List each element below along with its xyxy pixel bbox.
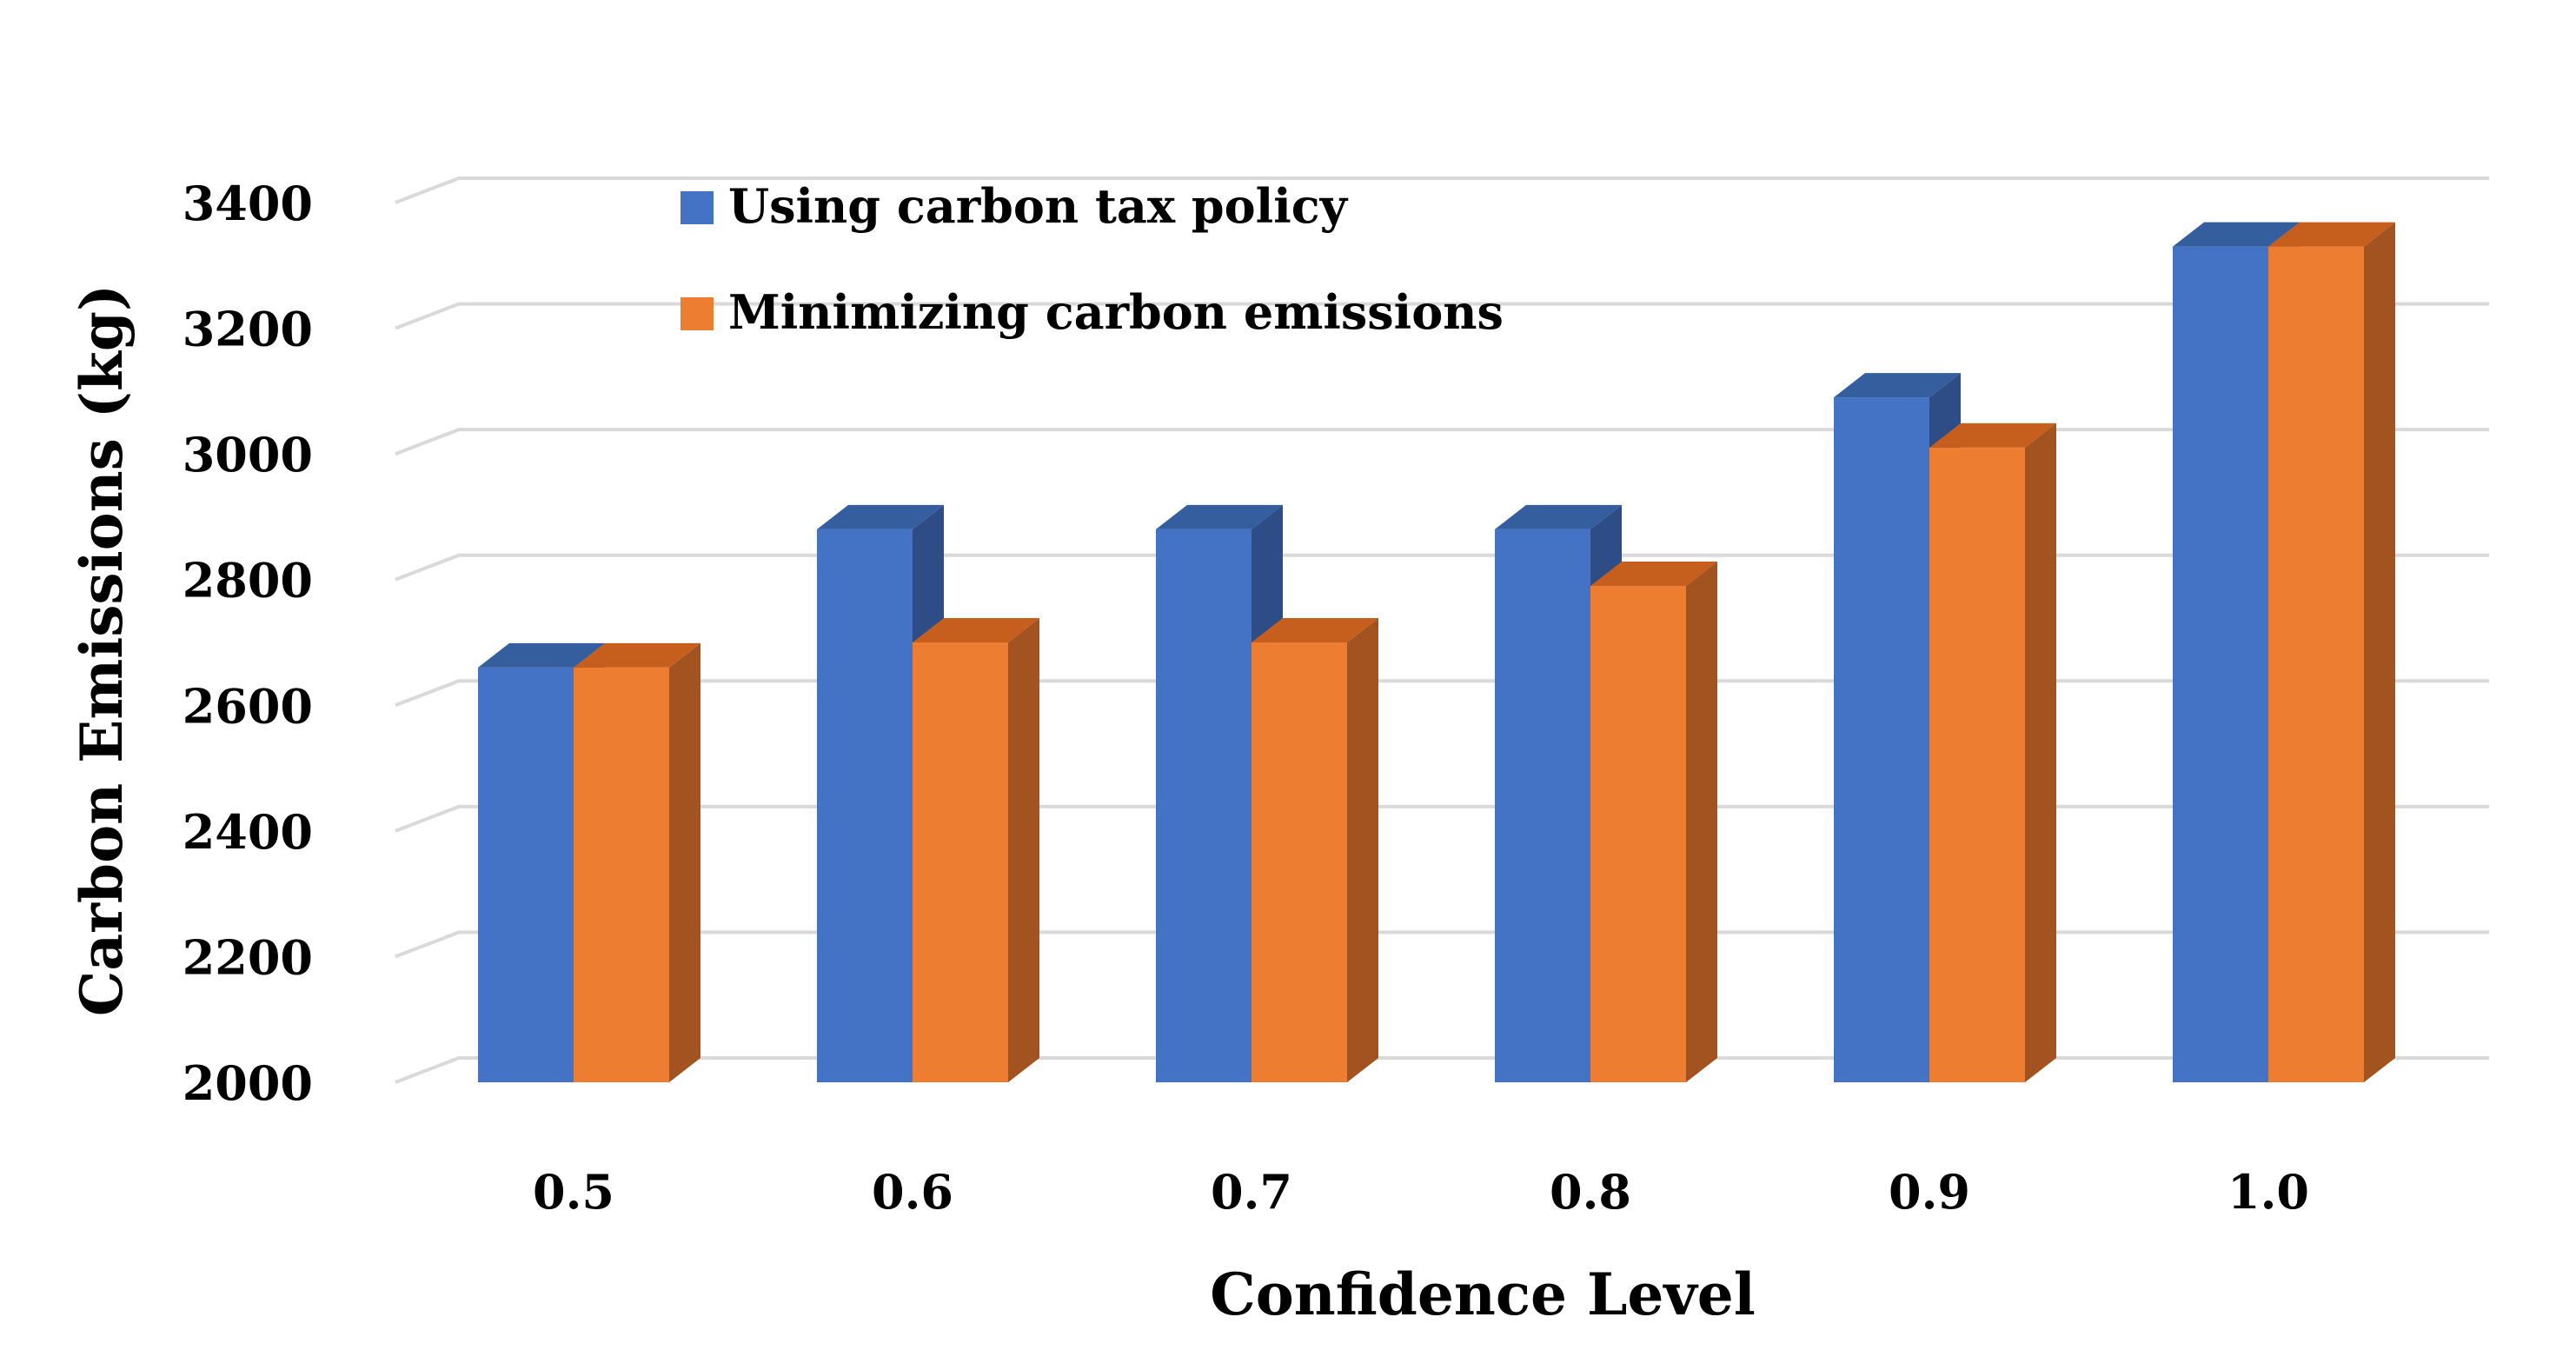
x-axis-title: Confidence Level [1210,1261,1756,1328]
x-axis-ticks: 0.5 0.6 0.7 0.8 0.9 1.0 [533,1164,2309,1220]
y-tick-label: 2600 [183,678,313,734]
bar-side [1008,618,1039,1082]
bar-side [1686,562,1717,1082]
y-tick-label: 2200 [183,929,313,985]
bar-front [478,668,574,1082]
legend-item-1: Minimizing carbon emissions [681,284,1504,340]
y-tick-label: 3000 [183,427,313,482]
y-tick-label: 3200 [183,302,313,357]
y-tick-label: 3400 [183,176,313,231]
x-tick-label: 0.7 [1211,1164,1292,1220]
bar-front [1590,586,1686,1082]
bar-side [2364,223,2395,1082]
bar-5-1 [2268,223,2395,1082]
bar-side [2025,423,2056,1082]
bar-front [817,529,913,1082]
bar-front [1929,448,2025,1082]
x-tick-label: 0.8 [1550,1164,1631,1220]
bar-1-1 [913,618,1039,1082]
bar-4-1 [1929,423,2056,1082]
bars [478,223,2395,1082]
y-tick-label: 2800 [183,553,313,609]
bar-front [2173,247,2268,1082]
x-tick-label: 1.0 [2227,1164,2309,1220]
bar-front [1156,529,1251,1082]
y-tick-label: 2400 [183,804,313,860]
bar-front [1495,529,1590,1082]
y-axis-title: Carbon Emissions (kg) [68,284,136,1016]
bar-chart-svg: 20002200240026002800300032003400 0.5 0.6 0… [0,0,2576,1354]
bar-front [2268,247,2364,1082]
bar-front [1834,397,1929,1082]
bar-front [574,668,669,1082]
y-axis-ticks: 2000 2200 2400 2600 2800 3000 3200 3400 [183,176,313,1111]
bar-side [1347,618,1378,1082]
legend-item-0: Using carbon tax policy [681,178,1349,234]
legend-swatch-min-emissions [681,297,714,330]
bar-front [913,642,1008,1082]
legend-label-min-emissions: Minimizing carbon emissions [728,284,1504,340]
x-tick-label: 0.6 [872,1164,953,1220]
legend: Using carbon tax policy Minimizing carbo… [681,178,1504,340]
bar-2-1 [1251,618,1378,1082]
bar-0-1 [574,643,700,1082]
x-tick-label: 0.5 [533,1164,614,1220]
legend-swatch-carbon-tax [681,191,714,224]
chart: 2000 2200 2400 2600 2800 3000 3200 3400 0.5 0.6 0… [0,0,2576,1354]
bar-front [1251,642,1347,1082]
bar-side [669,643,700,1082]
y-tick-label: 2000 [183,1055,313,1111]
legend-label-carbon-tax: Using carbon tax policy [728,178,1349,234]
x-tick-label: 0.9 [1889,1164,1970,1220]
bar-3-1 [1590,562,1717,1082]
